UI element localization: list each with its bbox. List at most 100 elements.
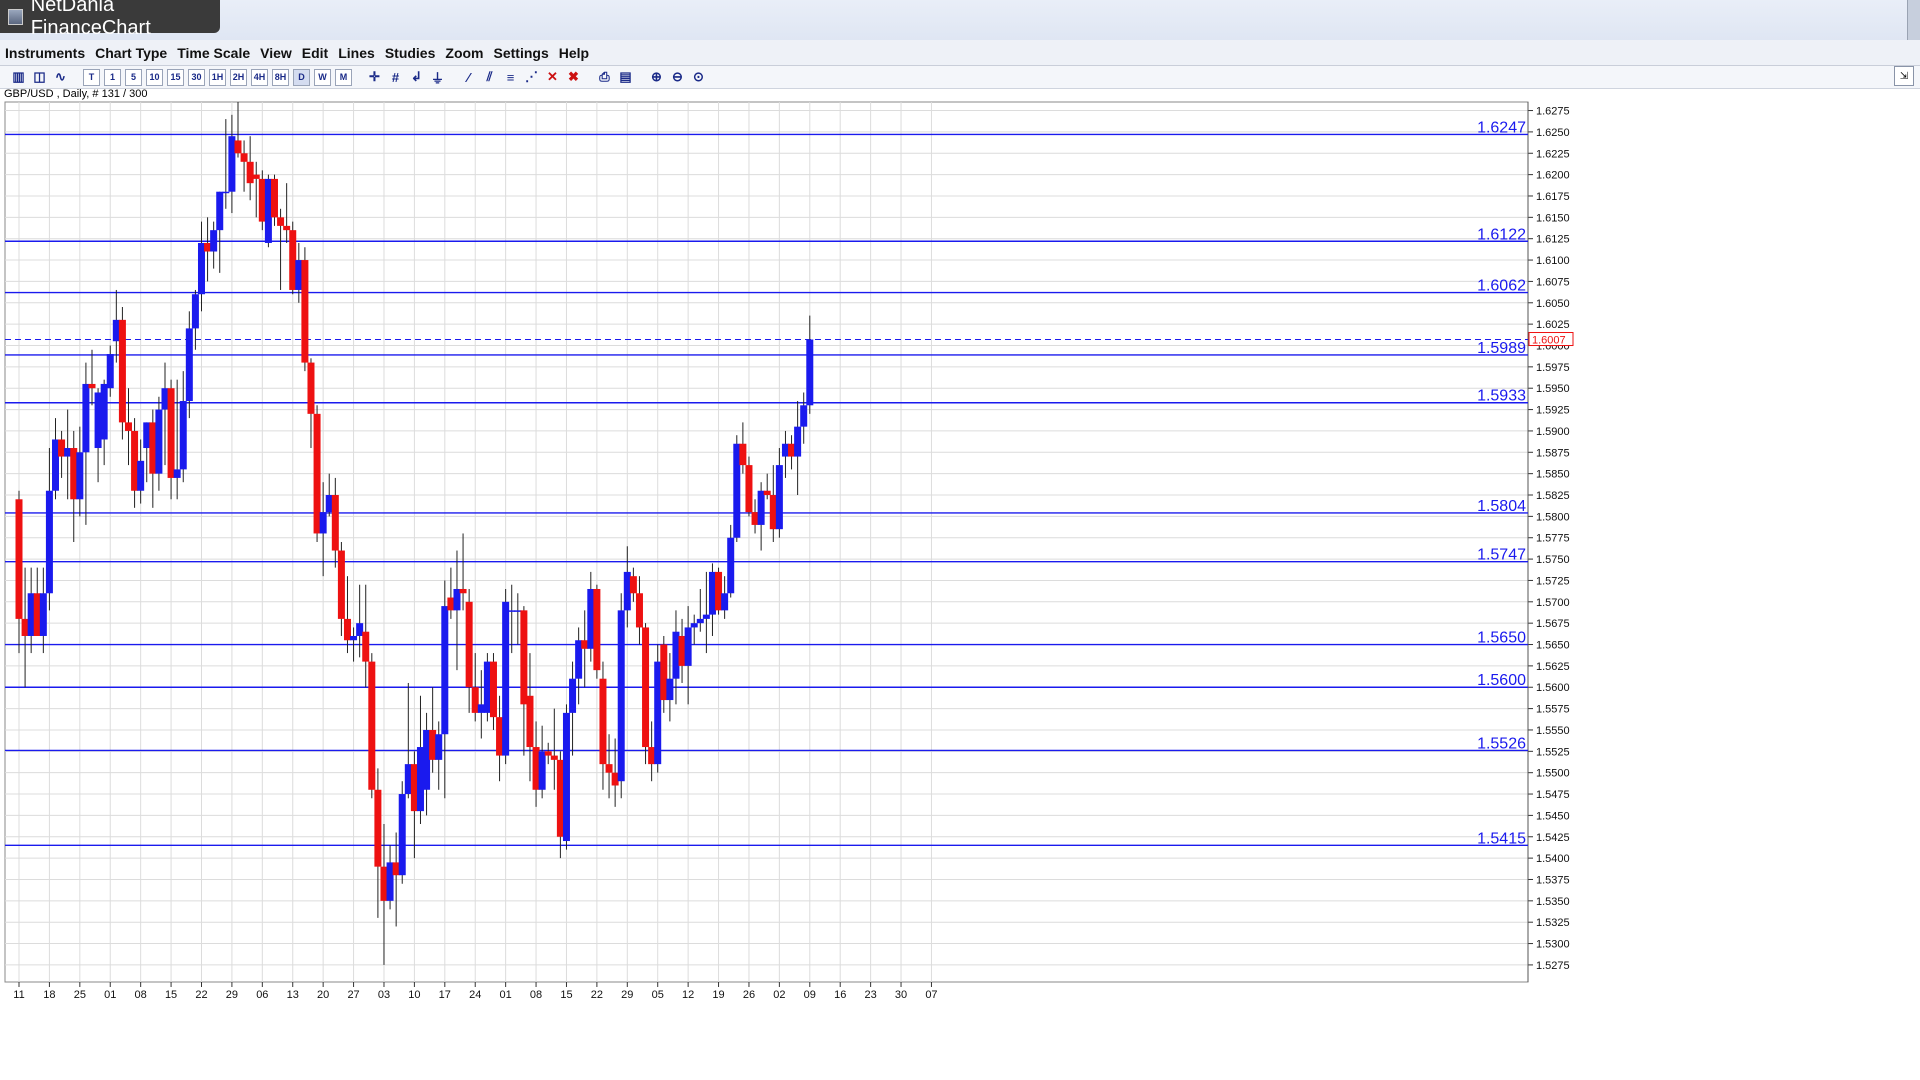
candle-up[interactable] [295,260,303,290]
zoom-out-icon[interactable]: ⊖ [672,69,683,84]
candle-up[interactable] [569,678,577,713]
candle-down[interactable] [648,747,656,765]
detach-icon[interactable]: ⇲ [1894,66,1914,86]
zoom-reset-icon[interactable]: ⊙ [693,69,704,84]
candle-up[interactable] [708,571,716,615]
candle-down[interactable] [313,413,321,534]
candle-up[interactable] [757,490,765,525]
candle-down[interactable] [459,588,467,594]
delete-all-icon[interactable]: ✖ [568,69,579,84]
candle-down[interactable] [270,178,278,218]
candle-down[interactable] [751,512,759,525]
timescale-button-2h[interactable]: 2H [230,68,247,86]
candle-down[interactable] [544,751,552,756]
menu-studies[interactable]: Studies [384,44,436,61]
candle-up[interactable] [398,794,406,876]
candle-up[interactable] [562,712,570,842]
candle-up[interactable] [210,230,218,252]
candle-up[interactable] [197,242,205,295]
candle-up[interactable] [696,618,704,624]
candle-up[interactable] [325,495,333,513]
channel-icon[interactable]: ⫽ [486,69,493,84]
timescale-button-d[interactable]: D [293,68,310,86]
candle-down[interactable] [447,597,455,611]
candle-down[interactable] [70,448,78,500]
candle-up[interactable] [538,751,546,790]
candle-up[interactable] [781,443,789,457]
candle-up[interactable] [319,512,327,534]
candle-down[interactable] [745,465,753,513]
candle-up[interactable] [100,383,108,440]
crosshair-icon[interactable]: ✛ [369,69,380,84]
candle-down[interactable] [550,755,558,760]
candle-up[interactable] [39,593,47,636]
candle-down[interactable] [642,627,650,748]
candle-up[interactable] [45,490,53,594]
print-icon[interactable]: ⎙ [599,69,610,84]
candle-up[interactable] [143,422,151,449]
candle-up[interactable] [435,734,443,760]
candle-down[interactable] [611,772,619,786]
trendline-icon[interactable]: ⁄ [467,69,470,85]
menu-lines[interactable]: Lines [338,44,375,61]
candle-down[interactable] [240,153,248,162]
candle-up[interactable] [794,426,802,457]
candle-up[interactable] [775,465,783,530]
candle-up[interactable] [684,627,692,666]
candle-down[interactable] [556,759,564,837]
candle-down[interactable] [715,571,723,611]
candle-down[interactable] [392,862,400,876]
candle-up[interactable] [185,328,193,402]
candle-down[interactable] [581,640,589,649]
candle-down[interactable] [374,789,382,867]
candle-down[interactable] [788,443,796,457]
candle-down[interactable] [763,490,771,496]
candle-up[interactable] [666,678,674,701]
menu-chart-type[interactable]: Chart Type [95,44,168,61]
candle-down[interactable] [739,443,747,466]
candle-up[interactable] [672,631,680,679]
candle-down[interactable] [118,319,126,423]
candle-down[interactable] [532,747,540,790]
candle-up[interactable] [173,469,181,478]
candle-up[interactable] [228,136,236,192]
candle-up[interactable] [690,623,698,628]
grid-icon[interactable]: # [391,69,400,85]
timescale-button-8h[interactable]: 8H [272,68,289,86]
candle-down[interactable] [131,430,139,491]
candle-down[interactable] [660,644,668,701]
candle-down[interactable] [331,495,339,551]
candle-chart-icon[interactable]: ◫ [33,69,46,84]
candle-down[interactable] [258,178,266,222]
candle-up[interactable] [386,862,394,901]
candle-up[interactable] [727,537,735,594]
candle-down[interactable] [362,631,370,662]
candle-up[interactable] [137,460,145,491]
menu-edit[interactable]: Edit [301,44,329,61]
timescale-button-1[interactable]: 1 [104,68,121,86]
candle-down[interactable] [33,593,41,636]
timescale-button-4h[interactable]: 4H [251,68,268,86]
candle-down[interactable] [289,230,297,290]
candle-up[interactable] [350,635,358,641]
candle-down[interactable] [368,661,376,790]
candle-up[interactable] [423,729,431,790]
candle-up[interactable] [76,452,84,500]
candle-up[interactable] [106,354,114,389]
candle-down[interactable] [410,764,418,812]
candle-down[interactable] [301,260,309,363]
candle-up[interactable] [27,593,35,636]
delete-line-icon[interactable]: ✕ [547,69,558,84]
candle-down[interactable] [149,422,157,474]
candle-up[interactable] [453,588,461,611]
candle-down[interactable] [678,635,686,666]
print-preview-icon[interactable]: ▤ [619,69,632,84]
candle-down[interactable] [124,422,132,431]
candle-down[interactable] [489,661,497,718]
candle-up[interactable] [356,623,364,636]
candle-down[interactable] [343,618,351,641]
candle-down[interactable] [283,225,291,231]
menu-instruments[interactable]: Instruments [5,44,86,61]
candle-down[interactable] [629,576,637,594]
candle-down[interactable] [246,161,254,184]
